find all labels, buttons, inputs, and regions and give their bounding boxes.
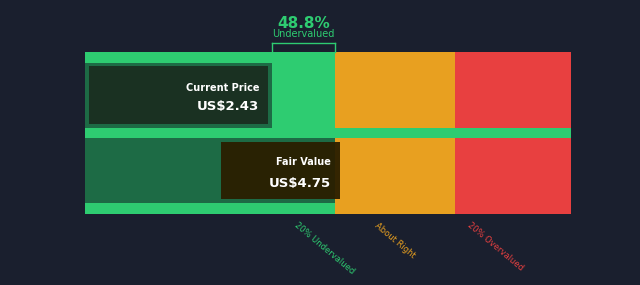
Text: 20% Overvalued: 20% Overvalued (466, 221, 525, 273)
Bar (85, 138, 335, 203)
Bar (335, 52, 395, 63)
Bar (395, 52, 455, 63)
Bar (85, 203, 335, 214)
Text: US$4.75: US$4.75 (269, 177, 331, 190)
Bar (335, 138, 395, 203)
Bar (395, 63, 455, 128)
Bar (335, 63, 395, 128)
Bar (85, 128, 571, 138)
Bar (89, 66, 268, 124)
Bar (395, 203, 455, 214)
Bar (85, 63, 335, 128)
Bar (455, 138, 571, 203)
Bar (455, 52, 571, 63)
Bar (221, 142, 340, 200)
Text: Current Price: Current Price (186, 83, 259, 93)
Bar (85, 63, 272, 128)
Bar (85, 52, 335, 63)
Bar (455, 63, 571, 128)
Text: 20% Undervalued: 20% Undervalued (293, 221, 356, 276)
Bar (85, 138, 335, 203)
Text: About Right: About Right (373, 221, 417, 260)
Bar (395, 138, 455, 203)
Text: 48.8%: 48.8% (277, 16, 330, 31)
Text: Undervalued: Undervalued (273, 29, 335, 39)
Text: US$2.43: US$2.43 (197, 100, 259, 113)
Bar (455, 203, 571, 214)
Bar (335, 203, 395, 214)
Text: Fair Value: Fair Value (276, 157, 331, 167)
